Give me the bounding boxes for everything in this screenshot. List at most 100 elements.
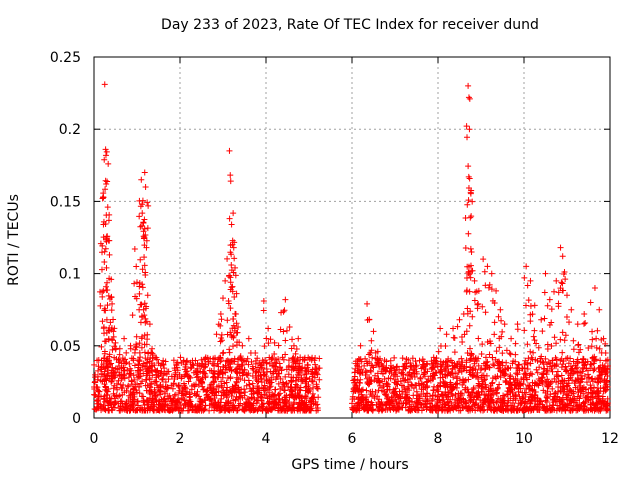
- data-point: [443, 331, 450, 338]
- data-point-baseline: [155, 404, 162, 411]
- data-point: [116, 345, 123, 352]
- data-point-baseline: [112, 365, 119, 372]
- data-point-column: [466, 369, 473, 376]
- data-point-column: [469, 366, 476, 373]
- data-point-baseline: [579, 368, 586, 375]
- data-point-baseline: [169, 385, 176, 392]
- data-point-baseline: [220, 387, 227, 394]
- data-point-baseline: [161, 390, 168, 397]
- data-point-column: [232, 272, 239, 279]
- data-point-baseline: [387, 375, 394, 382]
- data-point-baseline: [584, 358, 591, 365]
- data-point-baseline: [525, 355, 532, 362]
- data-point-baseline: [408, 381, 415, 388]
- data-point-baseline: [457, 407, 464, 414]
- data-point-column: [105, 217, 112, 224]
- data-point-baseline: [283, 397, 290, 404]
- data-point-baseline: [141, 402, 148, 409]
- data-point-baseline: [524, 365, 531, 372]
- x-tick-label: 6: [348, 431, 357, 447]
- data-point: [105, 160, 112, 167]
- data-point-column: [541, 315, 548, 322]
- data-point-column: [603, 366, 610, 373]
- data-point-baseline: [389, 390, 396, 397]
- data-point-baseline: [231, 388, 238, 395]
- data-point-baseline: [383, 380, 390, 387]
- data-point-column: [498, 333, 505, 340]
- data-point-column: [136, 213, 143, 220]
- data-point-baseline: [449, 359, 456, 366]
- data-point-baseline: [439, 397, 446, 404]
- data-point: [121, 335, 128, 342]
- data-point-baseline: [420, 404, 427, 411]
- data-point-baseline: [243, 382, 250, 389]
- data-point: [559, 253, 566, 260]
- data-point-column: [527, 318, 534, 325]
- data-point-column: [583, 365, 590, 372]
- data-point-column: [604, 363, 611, 370]
- data-point-baseline: [549, 385, 556, 392]
- data-point-column: [464, 134, 471, 141]
- data-point-baseline: [465, 376, 472, 383]
- data-point-baseline: [376, 401, 383, 408]
- data-point-column: [138, 344, 145, 351]
- data-point-baseline: [470, 367, 477, 374]
- data-point-baseline: [559, 377, 566, 384]
- data-point-baseline: [589, 389, 596, 396]
- data-point-baseline: [115, 405, 122, 412]
- data-point-column: [100, 190, 107, 197]
- data-point-column: [585, 344, 592, 351]
- data-point-column: [527, 311, 534, 318]
- data-point-column: [282, 337, 289, 344]
- data-point-baseline: [531, 404, 538, 411]
- data-point-baseline: [538, 377, 545, 384]
- data-point-baseline: [520, 374, 527, 381]
- data-point-baseline: [208, 403, 215, 410]
- data-point-column: [566, 319, 573, 326]
- y-tick-label: 0: [72, 411, 81, 427]
- data-point-baseline: [522, 407, 529, 414]
- data-point-baseline: [480, 385, 487, 392]
- data-point-baseline: [173, 398, 180, 405]
- data-point-baseline: [102, 376, 109, 383]
- data-point: [260, 298, 267, 305]
- data-point-baseline: [108, 395, 115, 402]
- data-point-column: [588, 343, 595, 350]
- data-point-column: [101, 156, 108, 163]
- data-point-baseline: [352, 358, 359, 365]
- data-point-baseline: [417, 375, 424, 382]
- data-point-baseline: [517, 401, 524, 408]
- data-point: [290, 342, 297, 349]
- data-point-baseline: [245, 377, 252, 384]
- data-point-baseline: [547, 391, 554, 398]
- data-point-baseline: [235, 384, 242, 391]
- data-point-baseline: [277, 364, 284, 371]
- data-point-column: [437, 366, 444, 373]
- data-point-baseline: [507, 388, 514, 395]
- data-point-column: [103, 287, 110, 294]
- data-point-baseline: [215, 399, 222, 406]
- data-point: [106, 251, 113, 258]
- data-point-baseline: [117, 398, 124, 405]
- data-point: [220, 295, 226, 302]
- data-point-column: [143, 303, 150, 310]
- data-point-baseline: [465, 405, 472, 412]
- data-point-baseline: [423, 390, 430, 397]
- data-point-baseline: [439, 361, 446, 368]
- data-point-baseline: [254, 386, 261, 393]
- data-point-column: [372, 355, 379, 362]
- data-point-baseline: [429, 392, 436, 399]
- data-point-baseline: [221, 380, 228, 387]
- data-point-baseline: [396, 388, 403, 395]
- data-point-column: [137, 256, 144, 263]
- data-point-baseline: [307, 407, 314, 414]
- data-point-baseline: [389, 397, 396, 404]
- data-point-baseline: [224, 384, 231, 391]
- data-point-column: [103, 264, 110, 271]
- data-point-baseline: [234, 361, 241, 368]
- data-point-baseline: [159, 406, 166, 413]
- data-point-baseline: [552, 389, 559, 396]
- data-point-column: [509, 360, 516, 367]
- data-point-baseline: [543, 407, 550, 414]
- data-point-baseline: [308, 377, 315, 384]
